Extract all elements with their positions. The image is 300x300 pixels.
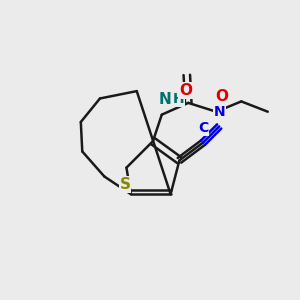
Text: O: O: [179, 83, 192, 98]
Text: N: N: [158, 92, 171, 107]
Text: C: C: [198, 121, 208, 135]
Text: H: H: [173, 92, 185, 106]
Text: O: O: [216, 89, 229, 104]
Text: N: N: [213, 105, 225, 119]
Text: S: S: [119, 177, 130, 192]
